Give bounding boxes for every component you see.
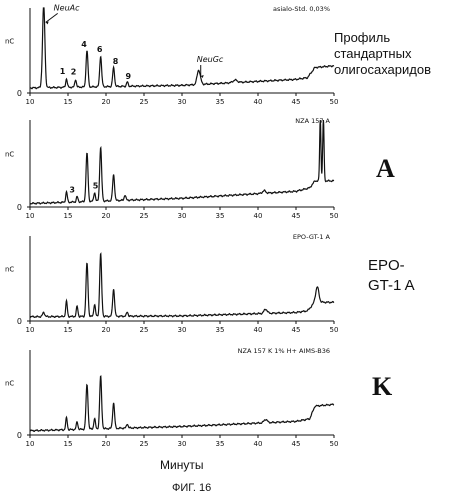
- x-tick-label: 50: [330, 440, 339, 448]
- panel-title: asialo-Std. 0,03%: [273, 5, 330, 13]
- label-k: K: [372, 372, 392, 402]
- label-epo-line2: GT-1 A: [368, 276, 415, 296]
- x-tick-label: 35: [216, 212, 225, 220]
- chromatogram-trace: [30, 8, 334, 89]
- x-tick-label: 45: [292, 212, 301, 220]
- profile-title: Профиль стандартных олигосахаридов: [334, 30, 469, 78]
- y-tick-label: 0: [17, 203, 22, 212]
- peak-label: 8: [113, 57, 119, 66]
- chromatogram-panel-1: nC 0 10 15 20 25 30 35 40 45 50 asialo-Std. 0,03% Ne…: [5, 3, 338, 106]
- x-tick-label: 35: [216, 440, 225, 448]
- panel-title: EPO-GT-1 A: [293, 233, 331, 241]
- peak-label: 3: [69, 186, 75, 195]
- x-tick-label: 20: [102, 98, 111, 106]
- panel-title: NZA 157 K 1% H+ AIMS-B36: [238, 347, 330, 355]
- x-tick-label: 45: [292, 440, 301, 448]
- profile-title-text: Профиль стандартных олигосахаридов: [334, 30, 469, 78]
- peak-label: 5: [93, 182, 99, 191]
- x-tick-label: 50: [330, 212, 339, 220]
- chromatogram-panel-4: nC 0 10 15 20 25 30 35 40 45 50 NZA 157 K 1% H+ AIM…: [5, 347, 338, 448]
- x-tick-label: 30: [178, 326, 187, 334]
- peak-label: NeuAc: [54, 3, 80, 12]
- x-tick-label: 15: [64, 212, 73, 220]
- x-tick-label: 45: [292, 98, 301, 106]
- x-tick-label: 35: [216, 326, 225, 334]
- y-tick-label: 0: [17, 317, 22, 326]
- figure-caption: ФИГ. 16: [172, 482, 211, 494]
- peak-label: 6: [97, 45, 103, 54]
- x-tick-label: 35: [216, 98, 225, 106]
- x-tick-label: 30: [178, 440, 187, 448]
- y-axis-label: nC: [5, 380, 14, 388]
- x-tick-label: 40: [254, 98, 263, 106]
- x-tick-label: 50: [330, 326, 339, 334]
- peak-arrow: [46, 13, 58, 22]
- x-tick-label: 20: [102, 326, 111, 334]
- x-tick-label: 10: [26, 440, 35, 448]
- y-axis-label: nC: [5, 38, 14, 46]
- x-tick-label: 20: [102, 440, 111, 448]
- chromatogram-trace: [30, 254, 334, 318]
- x-tick-label: 30: [178, 212, 187, 220]
- chromatogram-panel-3: nC 0 10 15 20 25 30 35 40 45 50 EPO-GT-1 A: [5, 233, 338, 334]
- x-tick-label: 10: [26, 212, 35, 220]
- label-a: A: [376, 154, 395, 184]
- x-tick-label: 50: [330, 98, 339, 106]
- x-tick-label: 40: [254, 326, 263, 334]
- x-tick-label: 15: [64, 326, 73, 334]
- chromatogram-panel-2: nC0101520253035404550NZA 157 A35: [5, 117, 338, 220]
- x-tick-label: 15: [64, 440, 73, 448]
- x-tick-label: 40: [254, 440, 263, 448]
- y-tick-label: 0: [17, 431, 22, 440]
- label-epo-line1: EPO-: [368, 256, 405, 276]
- x-tick-label: 25: [140, 440, 149, 448]
- peak-label: 2: [71, 67, 77, 76]
- x-tick-label: 45: [292, 326, 301, 334]
- x-tick-label: 25: [140, 212, 149, 220]
- x-tick-label: 10: [26, 326, 35, 334]
- peak-label: 4: [81, 40, 87, 49]
- x-tick-label: 25: [140, 326, 149, 334]
- chromatogram-trace: [30, 120, 334, 204]
- y-axis-label: nC: [5, 266, 14, 274]
- x-tick-label: 25: [140, 98, 149, 106]
- y-axis-label: nC: [5, 151, 14, 159]
- x-tick-label: 40: [254, 212, 263, 220]
- x-tick-label: 15: [64, 98, 73, 106]
- x-tick-label: 30: [178, 98, 187, 106]
- chromatogram-trace: [30, 376, 334, 431]
- x-tick-label: 20: [102, 212, 111, 220]
- peak-label: NeuGc: [197, 55, 224, 64]
- x-tick-label: 10: [26, 98, 35, 106]
- peak-label: 9: [125, 72, 131, 81]
- x-axis-label: Минуты: [160, 458, 203, 472]
- y-tick-label: 0: [17, 89, 22, 98]
- peak-label: 1: [60, 67, 66, 76]
- panel-title: NZA 157 A: [295, 117, 330, 125]
